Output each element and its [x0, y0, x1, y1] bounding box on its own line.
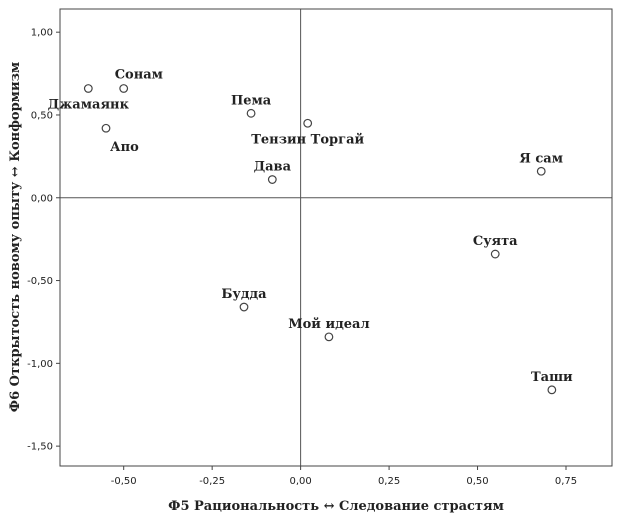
data-point	[267, 175, 277, 184]
data-point-label: Я сам	[519, 151, 563, 166]
data-point	[324, 332, 334, 342]
x-tick-label: -0,25	[199, 476, 225, 487]
x-tick-label: 0,00	[289, 476, 311, 487]
data-point	[119, 84, 129, 93]
y-tick-label: -0,50	[27, 276, 53, 287]
data-point-label: Джамаянк	[48, 97, 130, 112]
data-point-label: Таши	[531, 370, 573, 385]
plot-frame	[59, 8, 613, 467]
data-point-label: Апо	[110, 140, 139, 155]
data-point	[101, 123, 111, 133]
data-point	[246, 108, 256, 118]
data-point-label: Суята	[473, 234, 518, 249]
y-tick-label: 1,00	[31, 28, 53, 39]
data-point	[547, 385, 557, 395]
x-tick-label: 0,50	[466, 476, 488, 487]
x-tick-label: 0,25	[378, 476, 400, 487]
data-point-label: Будда	[221, 287, 267, 302]
y-tick-label: 0,50	[31, 110, 53, 121]
y-tick-label: -1,50	[27, 442, 53, 453]
data-point	[83, 84, 93, 93]
data-point	[303, 118, 313, 128]
data-point	[490, 249, 500, 259]
x-axis-title: Ф5 Рациональность ↔ Следование страстям	[168, 499, 504, 514]
data-point-label: Пема	[231, 93, 272, 108]
data-point-label: Дава	[254, 160, 292, 175]
data-point	[239, 302, 249, 312]
data-point-label: Мой идеал	[288, 317, 369, 332]
data-point-label: Сонам	[115, 67, 163, 82]
y-tick-label: -1,00	[27, 359, 53, 370]
x-tick-label: 0,75	[555, 476, 577, 487]
data-point	[536, 166, 546, 176]
y-tick-label: 0,00	[31, 193, 53, 204]
x-tick-label: -0,50	[111, 476, 137, 487]
y-axis-title: Ф6 Открытость новому опыту ↔ Конформизм	[8, 62, 23, 412]
data-point-label: Тензин Торгай	[251, 132, 364, 147]
